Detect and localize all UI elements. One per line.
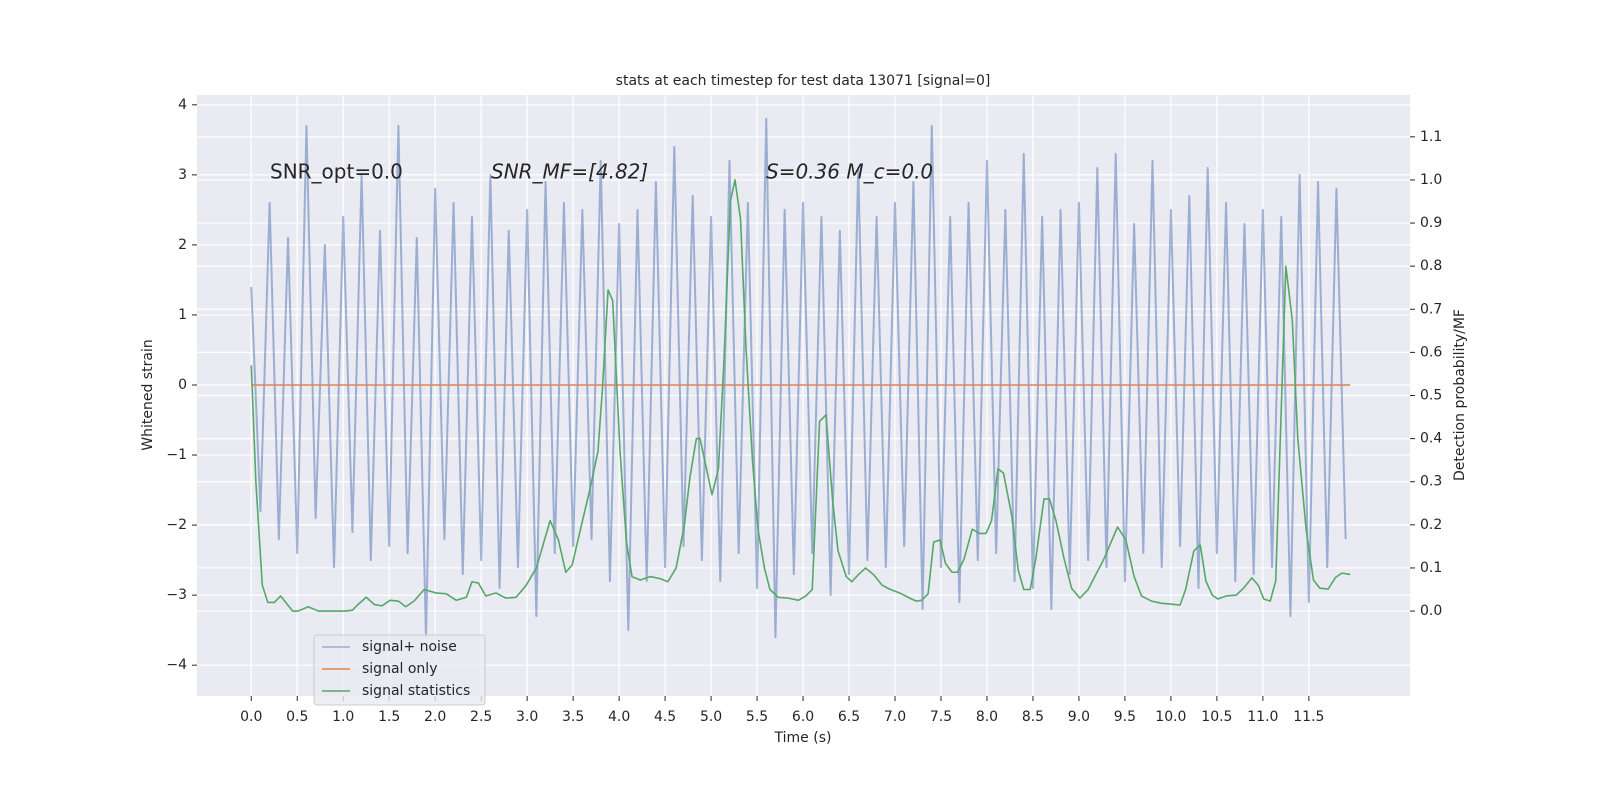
x-tick-label: 1.0 <box>332 709 354 725</box>
x-tick-label: 1.5 <box>378 709 400 725</box>
y2-tick-label: 0.9 <box>1420 215 1442 231</box>
y-tick-label: 2 <box>178 237 187 253</box>
legend-label: signal+ noise <box>362 639 457 655</box>
x-tick-label: 0.0 <box>240 709 262 725</box>
y2-tick-label: 0.7 <box>1420 301 1442 317</box>
y-tick-label: −4 <box>166 657 187 673</box>
x-axis-label: Time (s) <box>774 730 832 746</box>
annotation: SNR_MF=[4.82] <box>491 160 648 184</box>
legend-box <box>313 634 486 706</box>
y2-tick-label: 0.4 <box>1420 431 1442 447</box>
annotation: SNR_opt=0.0 <box>270 160 403 184</box>
y2-tick-label: 0.3 <box>1420 474 1442 490</box>
legend-label: signal statistics <box>362 683 470 699</box>
x-tick-label: 5.5 <box>746 709 768 725</box>
x-tick-label: 6.5 <box>838 709 860 725</box>
y-tick-label: −1 <box>166 447 187 463</box>
annotation: S=0.36 M_c=0.0 <box>766 160 933 184</box>
x-tick-label: 0.5 <box>286 709 308 725</box>
y-tick-label: −2 <box>166 517 187 533</box>
x-tick-label: 2.0 <box>424 709 446 725</box>
x-tick-label: 10.5 <box>1201 709 1232 725</box>
y2-tick-label: 0.2 <box>1420 517 1442 533</box>
x-tick-label: 9.5 <box>1114 709 1136 725</box>
chart-title: stats at each timestep for test data 130… <box>616 73 991 89</box>
y-tick-label: 1 <box>178 307 187 323</box>
y-tick-label: 4 <box>178 97 187 113</box>
x-tick-label: 5.0 <box>700 709 722 725</box>
x-tick-label: 2.5 <box>470 709 492 725</box>
y2-tick-label: 1.1 <box>1420 129 1442 145</box>
y-tick-label: −3 <box>166 587 187 603</box>
y2-tick-label: 0.0 <box>1420 603 1442 619</box>
series-line <box>250 117 1347 639</box>
x-tick-label: 11.0 <box>1247 709 1278 725</box>
x-tick-label: 11.5 <box>1293 709 1324 725</box>
x-tick-label: 4.5 <box>654 709 676 725</box>
x-tick-label: 4.0 <box>608 709 630 725</box>
legend: signal+ noise signal only signal statistic… <box>313 634 486 706</box>
y2-axis-label: Detection probability/MF <box>1452 309 1468 481</box>
x-tick-label: 3.0 <box>516 709 538 725</box>
x-tick-label: 8.5 <box>1022 709 1044 725</box>
y2-tick-label: 0.1 <box>1420 560 1442 576</box>
x-tick-label: 6.0 <box>792 709 814 725</box>
x-tick-label: 7.5 <box>930 709 952 725</box>
y-tick-label: 0 <box>178 377 187 393</box>
x-tick-label: 7.0 <box>884 709 906 725</box>
y2-tick-label: 1.0 <box>1420 172 1442 188</box>
x-tick-label: 10.0 <box>1155 709 1186 725</box>
y2-tick-label: 0.8 <box>1420 258 1442 274</box>
series-line <box>250 179 1351 612</box>
y-axis-label: Whitened strain <box>140 339 156 450</box>
y2-tick-label: 0.6 <box>1420 344 1442 360</box>
x-tick-label: 3.5 <box>562 709 584 725</box>
legend-label: signal only <box>362 661 437 677</box>
x-tick-label: 9.0 <box>1068 709 1090 725</box>
y-tick-label: 3 <box>178 167 187 183</box>
y2-tick-label: 0.5 <box>1420 388 1442 404</box>
x-tick-label: 8.0 <box>976 709 998 725</box>
